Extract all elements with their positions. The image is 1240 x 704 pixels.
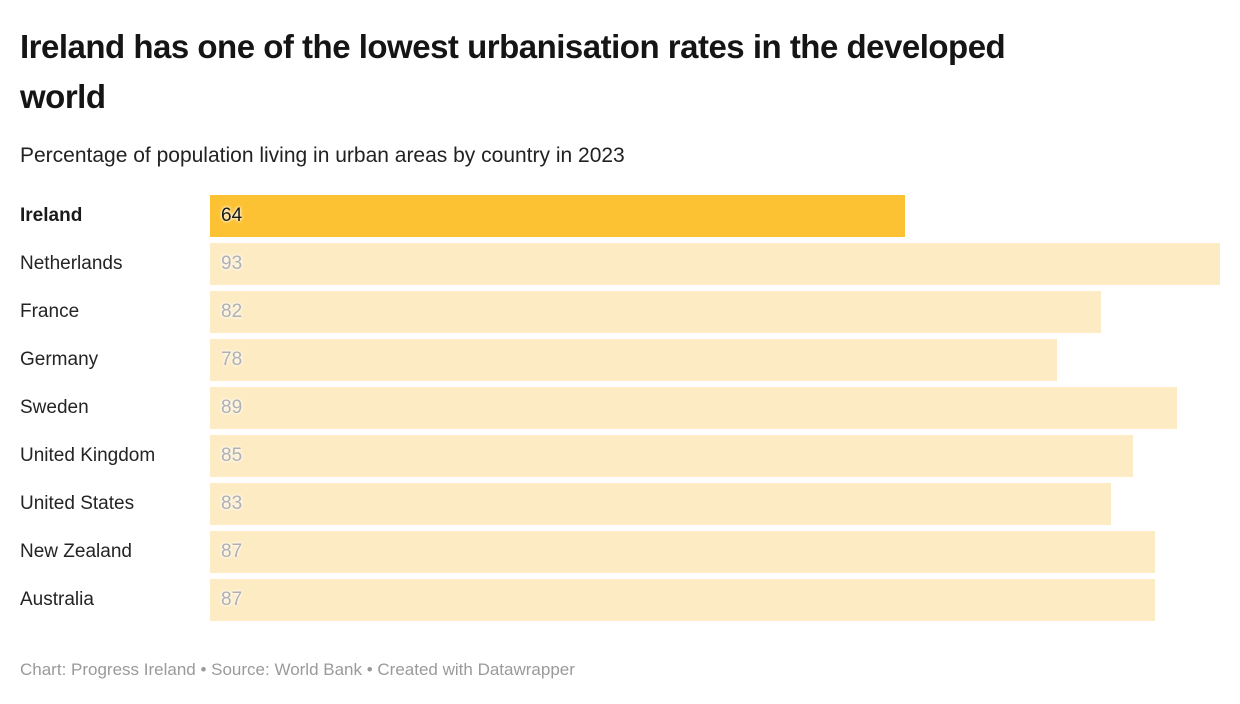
chart-row: New Zealand 87	[20, 531, 1220, 574]
category-label: United States	[20, 493, 135, 515]
chart-footer: Chart: Progress Ireland • Source: World …	[20, 660, 575, 680]
category-label: Netherlands	[20, 253, 123, 275]
bar-track: 85	[210, 435, 1220, 478]
bar: 85	[210, 435, 1134, 478]
value-label: 85	[221, 445, 243, 467]
chart-container: Ireland has one of the lowest urbanisati…	[20, 28, 1220, 680]
bar-track: 78	[210, 339, 1220, 382]
value-label: 78	[221, 349, 243, 371]
category-label: New Zealand	[20, 541, 132, 563]
value-label: 87	[221, 589, 243, 611]
bar: 93	[210, 243, 1220, 286]
bar-track: 93	[210, 243, 1220, 286]
bar-track: 87	[210, 579, 1220, 622]
bar: 87	[210, 531, 1155, 574]
value-label: 87	[221, 541, 243, 563]
category-label: Germany	[20, 349, 99, 371]
bar-track: 64	[210, 195, 1220, 238]
bar: 78	[210, 339, 1058, 382]
bar: 83	[210, 483, 1112, 526]
bar: 89	[210, 387, 1177, 430]
bar-chart: Ireland 64 Netherlands 93 France 82 Germany 78 S…	[20, 195, 1220, 622]
chart-row: Germany 78	[20, 339, 1220, 382]
bar: 64	[210, 195, 906, 238]
chart-row: United States 83	[20, 483, 1220, 526]
value-label: 64	[221, 205, 243, 227]
bar: 87	[210, 579, 1155, 622]
chart-row: United Kingdom 85	[20, 435, 1220, 478]
bar-track: 83	[210, 483, 1220, 526]
bar-track: 87	[210, 531, 1220, 574]
value-label: 83	[221, 493, 243, 515]
chart-title: Ireland has one of the lowest urbanisati…	[20, 28, 1006, 115]
bar-track: 89	[210, 387, 1220, 430]
chart-row: Ireland 64	[20, 195, 1220, 238]
category-label: Australia	[20, 589, 94, 611]
bar-track: 82	[210, 291, 1220, 334]
category-label: United Kingdom	[20, 445, 156, 467]
value-label: 82	[221, 301, 243, 323]
chart-row: Australia 87	[20, 579, 1220, 622]
value-label: 89	[221, 397, 243, 419]
chart-row: France 82	[20, 291, 1220, 334]
chart-row: Sweden 89	[20, 387, 1220, 430]
chart-subtitle: Percentage of population living in urban…	[20, 144, 625, 167]
value-label: 93	[221, 253, 243, 275]
category-label: Ireland	[20, 205, 83, 227]
bar: 82	[210, 291, 1101, 334]
category-label: Sweden	[20, 397, 89, 419]
category-label: France	[20, 301, 80, 323]
chart-row: Netherlands 93	[20, 243, 1220, 286]
